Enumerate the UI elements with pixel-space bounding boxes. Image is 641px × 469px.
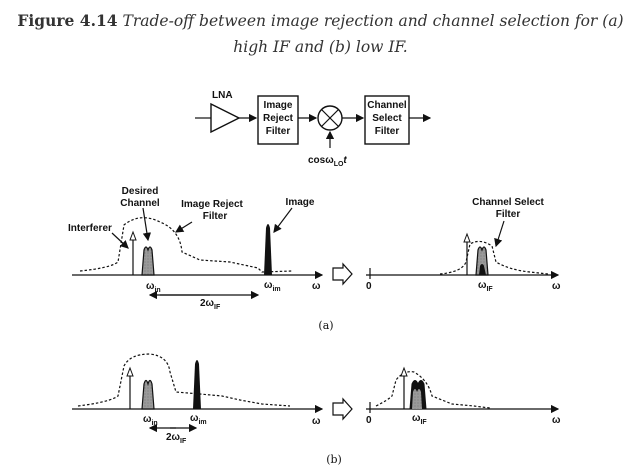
interferer-arrowhead-if-a bbox=[463, 232, 471, 243]
csf-line-3: Filter bbox=[375, 126, 400, 137]
two-omega-if-a: 2ωIF bbox=[200, 298, 221, 311]
omega-im-a: ωim bbox=[264, 280, 281, 293]
omega-axis-b: ω bbox=[312, 416, 321, 427]
irf-label-line-2: Filter bbox=[203, 211, 228, 222]
desired-channel-line-1: Desired bbox=[122, 186, 159, 197]
two-omega-if-b: 2ωIF bbox=[166, 432, 187, 445]
channel-select-filter-block bbox=[364, 95, 410, 145]
csf-label-line-1: Channel Select bbox=[472, 197, 544, 208]
lo-label: cosωLOt bbox=[308, 155, 347, 168]
irf-pointer bbox=[174, 221, 193, 233]
desired-channel-line-2: Channel bbox=[120, 198, 160, 209]
lna-amplifier-symbol bbox=[210, 102, 241, 134]
figure-caption: Figure 4.14 Trade-off between image reje… bbox=[0, 8, 641, 60]
irf-label-line-1: Image Reject bbox=[181, 199, 243, 210]
desired-channel-signal bbox=[141, 246, 155, 276]
interferer-label: Interferer bbox=[68, 223, 112, 234]
image-signal bbox=[264, 224, 272, 275]
zero-a: 0 bbox=[366, 281, 372, 292]
figure-caption-text: Trade-off between image rejection and ch… bbox=[122, 12, 624, 56]
omega-if-a: ωIF bbox=[478, 280, 493, 293]
irf-line-2: Reject bbox=[263, 113, 294, 124]
mixer-symbol bbox=[317, 105, 343, 131]
part-a-tag: (a) bbox=[318, 319, 333, 332]
csf-line-2: Select bbox=[372, 113, 402, 124]
omega-right-b: ω bbox=[552, 415, 561, 426]
image-signal-b bbox=[193, 360, 201, 409]
interferer-arrowhead bbox=[129, 230, 137, 241]
interferer-arrowhead-b bbox=[126, 366, 134, 377]
downconvert-arrow-b bbox=[332, 397, 353, 421]
omega-if-b: ωIF bbox=[412, 413, 427, 426]
csf-pointer bbox=[494, 220, 505, 248]
omega-right-a: ω bbox=[552, 281, 561, 292]
channel-select-filter-response-b bbox=[375, 371, 491, 409]
image-reject-filter-response-b bbox=[77, 353, 291, 407]
interferer-pointer bbox=[111, 232, 129, 249]
omega-in-a: ωin bbox=[146, 281, 161, 294]
desired-channel-pointer bbox=[142, 207, 152, 242]
downconvert-arrow-a bbox=[332, 262, 353, 286]
image-pointer bbox=[273, 207, 293, 233]
lna-label: LNA bbox=[212, 90, 233, 101]
omega-in-b: ωin bbox=[143, 414, 158, 427]
csf-label-line-2: Filter bbox=[496, 209, 521, 220]
image-reject-filter-block bbox=[257, 95, 299, 145]
csf-line-1: Channel bbox=[367, 100, 407, 111]
part-b-spectrum: ωin ωim 2ωIF ω 0 ωIF ω (b) bbox=[72, 353, 561, 466]
desired-channel-signal-b bbox=[141, 379, 155, 410]
omega-axis-a: ω bbox=[312, 281, 321, 292]
interferer-arrowhead-if-b bbox=[400, 366, 408, 377]
omega-im-b: ωim bbox=[190, 413, 207, 426]
part-a-spectrum: Desired Channel Image Reject Filter Imag… bbox=[68, 186, 561, 332]
channel-select-filter-response bbox=[439, 240, 549, 275]
desired-if-signal-a bbox=[475, 246, 489, 276]
part-b-tag: (b) bbox=[326, 453, 342, 466]
desired-if-overlap-b bbox=[412, 389, 422, 409]
image-reject-filter-response bbox=[79, 217, 293, 273]
irf-line-3: Filter bbox=[266, 126, 291, 137]
zero-b: 0 bbox=[366, 415, 372, 426]
image-residue-a bbox=[479, 264, 486, 275]
image-label: Image bbox=[286, 197, 315, 208]
irf-line-1: Image bbox=[264, 100, 293, 111]
figure-label: Figure 4.14 bbox=[17, 11, 118, 30]
block-diagram: LNA Image Reject Filter cosωLOt Channel … bbox=[195, 90, 432, 168]
